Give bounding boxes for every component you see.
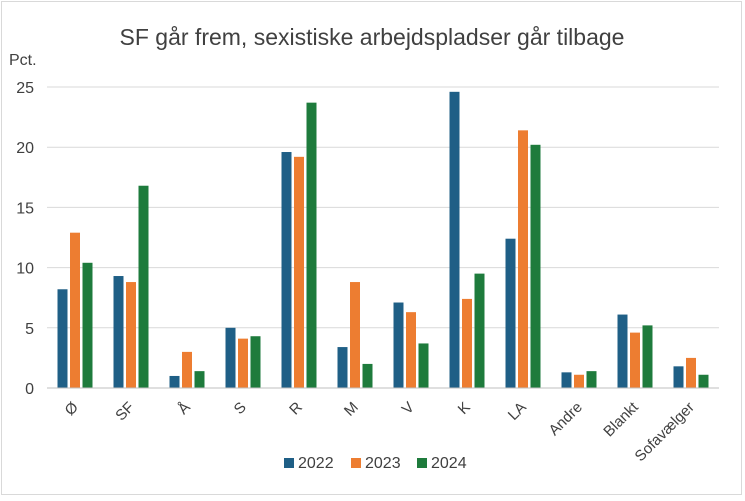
- bar-2023-Sofavælger: [686, 357, 696, 388]
- bar-2022-R: [281, 152, 292, 388]
- bars: [57, 91, 709, 388]
- bar-2024-Sofavælger: [698, 374, 709, 388]
- bar-2022-Sofavælger: [673, 366, 684, 388]
- bar-2024-SF: [138, 185, 149, 388]
- legend-swatch-2023: [351, 458, 361, 468]
- bar-2023-M: [350, 282, 360, 388]
- bar-2024-S: [250, 336, 261, 388]
- x-tick-label: SF: [112, 399, 138, 425]
- bar-2022-V: [393, 302, 404, 388]
- bar-2024-M: [362, 363, 373, 388]
- bar-2022-Å: [169, 375, 180, 388]
- x-tick-label: R: [286, 399, 306, 419]
- bar-2023-R: [294, 156, 304, 388]
- x-tick-label: Ø: [62, 399, 83, 420]
- y-tick-label: 10: [16, 261, 34, 278]
- gridlines: [47, 86, 719, 329]
- bar-2024-LA: [530, 144, 541, 388]
- bar-2024-Blankt: [642, 325, 653, 388]
- x-tick-label: Andre: [546, 399, 586, 439]
- y-axis-label: Pct.: [9, 52, 37, 69]
- x-tick-label: Å: [175, 399, 194, 418]
- y-tick-label: 20: [16, 140, 34, 157]
- bar-2022-Blankt: [617, 314, 628, 388]
- bar-2023-K: [462, 298, 472, 388]
- y-tick-label: 25: [16, 80, 34, 97]
- bar-2024-R: [306, 102, 317, 388]
- x-tick-label: Sofavælger: [632, 399, 698, 465]
- bar-2022-K: [449, 91, 460, 388]
- bar-2024-Å: [194, 371, 205, 388]
- bar-2023-Andre: [574, 374, 584, 388]
- bar-2022-S: [225, 327, 236, 388]
- bar-2024-Ø: [82, 262, 93, 388]
- bar-2024-V: [418, 343, 429, 388]
- x-tick-label: Blankt: [600, 398, 642, 440]
- chart-title: SF går frem, sexistiske arbejdspladser g…: [120, 24, 625, 50]
- bar-2024-Andre: [586, 371, 597, 388]
- legend-swatch-2022: [284, 458, 294, 468]
- legend-label: 2024: [431, 455, 467, 472]
- bar-2022-M: [337, 347, 348, 388]
- bar-2022-Andre: [561, 372, 572, 388]
- legend-label: 2023: [365, 455, 401, 472]
- x-tick-label: S: [231, 399, 250, 418]
- x-tick-label: M: [341, 399, 362, 420]
- bar-2023-SF: [126, 282, 136, 388]
- bar-2023-Blankt: [630, 332, 640, 388]
- bar-2023-LA: [518, 130, 528, 388]
- y-tick-label: 0: [25, 381, 34, 398]
- bar-2022-Ø: [57, 289, 68, 388]
- legend-swatch-2024: [417, 458, 427, 468]
- bar-2024-K: [474, 273, 485, 388]
- bar-2022-SF: [113, 276, 124, 388]
- y-tick-label: 5: [25, 321, 34, 338]
- bar-2023-Ø: [70, 232, 80, 388]
- legend: 2022 2023 2024: [284, 455, 467, 472]
- x-tick-label: LA: [505, 399, 530, 424]
- y-tick-labels: 0 5 10 15 20 25: [16, 80, 34, 398]
- x-tick-label: V: [399, 399, 418, 418]
- bar-2023-S: [238, 338, 248, 388]
- bar-2022-LA: [505, 238, 516, 388]
- legend-label: 2022: [298, 455, 334, 472]
- bar-2023-Å: [182, 351, 192, 388]
- bar-2023-V: [406, 312, 416, 388]
- x-tick-label: K: [455, 399, 474, 418]
- y-tick-label: 15: [16, 200, 34, 217]
